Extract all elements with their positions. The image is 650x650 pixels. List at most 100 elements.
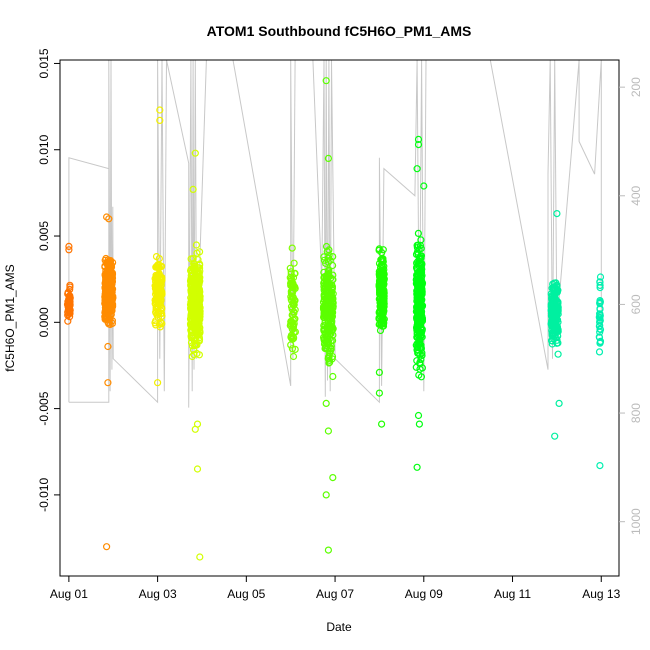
- scatter-points-layer: [63, 77, 605, 561]
- x-tick-label: Aug 09: [405, 587, 443, 601]
- data-point: [412, 250, 421, 258]
- data-point: [418, 265, 426, 273]
- series-aug-13: [595, 273, 605, 470]
- data-point: [554, 350, 562, 358]
- data-point: [103, 289, 112, 297]
- data-point: [320, 322, 328, 330]
- data-point: [152, 308, 160, 316]
- data-point: [549, 319, 557, 327]
- data-point: [415, 289, 423, 297]
- data-point-outlier: [156, 106, 164, 114]
- plot-frame: [59, 59, 620, 577]
- data-point: [288, 311, 297, 319]
- data-point: [329, 271, 337, 279]
- data-point: [286, 264, 294, 272]
- data-point: [595, 313, 603, 321]
- data-point: [414, 294, 422, 302]
- series-aug-06: [286, 244, 299, 361]
- altitude-trace-line: [68, 60, 602, 408]
- data-point: [188, 305, 196, 313]
- data-point: [322, 283, 330, 292]
- x-axis-label: Date: [326, 620, 352, 634]
- y-tick-label: 0.000: [37, 307, 51, 337]
- data-point-outlier: [414, 411, 423, 420]
- data-point: [328, 353, 337, 361]
- data-point: [66, 292, 74, 300]
- data-point-outlier: [596, 462, 604, 470]
- data-point: [290, 301, 298, 309]
- data-point: [379, 255, 387, 263]
- data-point: [151, 282, 159, 290]
- data-point: [549, 283, 557, 292]
- y-axis: -0.010 -0.005 0.000 0.005 0.010 0.015: [37, 48, 60, 512]
- data-point: [329, 325, 337, 333]
- data-point: [289, 352, 298, 361]
- data-point: [320, 273, 328, 281]
- data-point: [414, 343, 422, 351]
- data-point: [158, 312, 166, 320]
- data-point: [596, 273, 605, 281]
- data-point: [413, 346, 421, 354]
- data-point: [288, 318, 296, 326]
- data-point: [377, 279, 385, 288]
- data-point: [288, 244, 296, 252]
- data-point-outlier: [413, 165, 421, 173]
- data-point: [550, 330, 558, 338]
- data-point: [290, 259, 298, 267]
- data-point: [195, 270, 203, 278]
- data-point: [102, 254, 110, 263]
- data-point: [416, 360, 424, 368]
- data-point-outlier: [196, 553, 204, 561]
- data-point: [291, 284, 299, 292]
- data-point: [325, 266, 333, 274]
- data-point: [596, 278, 604, 286]
- data-point: [415, 306, 423, 314]
- data-point-outlier: [154, 379, 162, 387]
- data-point-outlier: [414, 141, 423, 149]
- data-point: [192, 307, 200, 315]
- data-point: [554, 305, 562, 313]
- data-point: [327, 323, 335, 331]
- data-point-outlier: [378, 420, 386, 428]
- data-point: [188, 352, 196, 361]
- data-point: [413, 271, 421, 279]
- y-tick-label: 0.015: [37, 48, 51, 78]
- data-point: [414, 305, 422, 313]
- y2-tick-label: 400: [629, 185, 643, 205]
- data-point-outlier: [375, 389, 383, 397]
- data-point: [328, 308, 336, 316]
- data-point: [324, 353, 333, 361]
- y2-tick-label: 1000: [629, 508, 643, 535]
- data-point: [379, 295, 387, 303]
- data-point-outlier: [324, 154, 332, 162]
- data-point: [188, 334, 196, 342]
- data-point: [188, 295, 196, 303]
- data-point-outlier: [65, 242, 73, 250]
- data-point: [151, 300, 159, 308]
- data-point-outlier: [551, 432, 559, 440]
- data-point: [192, 241, 200, 249]
- data-point: [321, 313, 329, 322]
- data-point: [378, 291, 386, 299]
- data-point: [323, 247, 331, 256]
- x-tick-label: Aug 11: [494, 587, 531, 601]
- data-point: [552, 312, 561, 320]
- data-point: [418, 317, 426, 325]
- x-tick-label: Aug 05: [227, 587, 265, 601]
- data-point: [65, 307, 73, 315]
- data-point: [108, 259, 117, 267]
- data-point: [194, 283, 203, 291]
- data-point: [596, 325, 604, 333]
- data-point: [102, 278, 110, 286]
- data-point-outlier: [413, 463, 421, 471]
- data-point: [596, 305, 604, 313]
- data-point: [102, 269, 110, 278]
- data-point: [187, 255, 195, 263]
- data-point-outlier: [104, 379, 112, 387]
- data-point: [324, 317, 332, 326]
- data-point: [380, 262, 388, 270]
- data-point-outlier: [322, 77, 330, 85]
- data-point-outlier: [324, 427, 332, 435]
- data-point-outlier: [553, 210, 561, 218]
